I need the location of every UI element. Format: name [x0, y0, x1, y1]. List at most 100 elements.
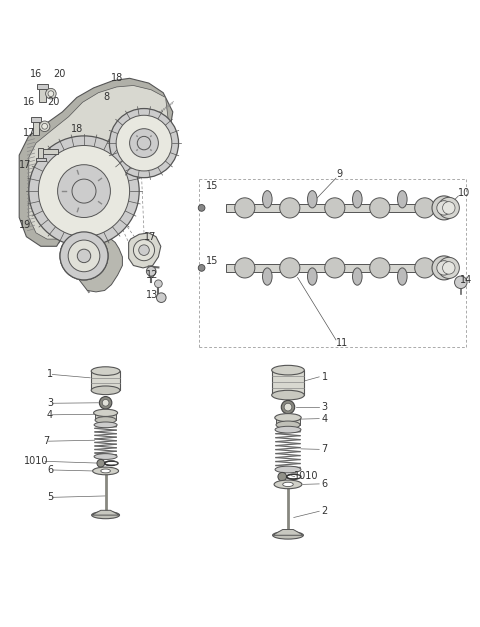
Circle shape — [325, 258, 345, 278]
Ellipse shape — [101, 469, 110, 473]
Ellipse shape — [263, 191, 272, 208]
Ellipse shape — [352, 191, 362, 208]
Circle shape — [370, 258, 390, 278]
Text: 15: 15 — [206, 181, 219, 191]
Text: 3: 3 — [322, 402, 328, 412]
Circle shape — [60, 232, 108, 280]
Polygon shape — [129, 233, 161, 268]
Ellipse shape — [274, 480, 302, 488]
Text: 17: 17 — [19, 160, 32, 170]
Circle shape — [48, 91, 54, 97]
Ellipse shape — [94, 422, 117, 428]
Bar — [38, 148, 43, 160]
Circle shape — [443, 261, 455, 274]
Text: 4: 4 — [47, 410, 53, 420]
Circle shape — [130, 129, 158, 157]
Circle shape — [280, 198, 300, 218]
Text: 10: 10 — [458, 189, 471, 199]
Circle shape — [38, 145, 130, 237]
Circle shape — [77, 249, 91, 263]
Circle shape — [370, 198, 390, 218]
Circle shape — [99, 396, 112, 409]
Ellipse shape — [275, 414, 301, 422]
Circle shape — [133, 240, 155, 261]
Circle shape — [432, 196, 456, 220]
Circle shape — [77, 249, 91, 263]
Circle shape — [281, 401, 295, 414]
Circle shape — [455, 276, 467, 288]
Ellipse shape — [272, 366, 304, 375]
Text: 14: 14 — [460, 275, 472, 285]
Ellipse shape — [94, 409, 118, 416]
Text: 1010: 1010 — [24, 456, 48, 466]
Text: 7: 7 — [43, 436, 49, 446]
Ellipse shape — [272, 390, 304, 400]
Text: 2: 2 — [322, 506, 328, 516]
Text: 8: 8 — [103, 93, 109, 102]
Text: 20: 20 — [47, 97, 60, 107]
Circle shape — [198, 265, 205, 271]
Bar — [37, 84, 48, 89]
Circle shape — [432, 256, 456, 280]
Ellipse shape — [275, 466, 301, 473]
Bar — [226, 263, 454, 272]
Circle shape — [155, 280, 162, 288]
Text: 1010: 1010 — [294, 471, 318, 481]
Circle shape — [60, 232, 108, 280]
Bar — [272, 370, 304, 395]
Circle shape — [42, 124, 48, 129]
Text: 6: 6 — [322, 479, 328, 489]
Circle shape — [280, 258, 300, 278]
Ellipse shape — [276, 421, 300, 429]
Circle shape — [137, 137, 151, 150]
Text: 4: 4 — [322, 414, 328, 424]
Text: 19: 19 — [19, 219, 32, 229]
Text: 9: 9 — [336, 169, 342, 179]
Circle shape — [156, 293, 166, 302]
Bar — [31, 117, 41, 122]
Ellipse shape — [283, 482, 293, 487]
Text: 13: 13 — [146, 290, 159, 300]
Circle shape — [437, 201, 451, 215]
Text: 1: 1 — [47, 369, 53, 379]
Circle shape — [139, 245, 149, 255]
Ellipse shape — [91, 367, 120, 376]
Text: 3: 3 — [47, 398, 53, 408]
Polygon shape — [92, 510, 120, 515]
Text: 7: 7 — [322, 445, 328, 455]
Ellipse shape — [308, 268, 317, 285]
Ellipse shape — [397, 191, 407, 208]
Circle shape — [146, 266, 156, 276]
Text: 1: 1 — [322, 372, 328, 382]
Polygon shape — [19, 78, 173, 246]
Text: 16: 16 — [30, 70, 43, 80]
Circle shape — [415, 198, 435, 218]
Ellipse shape — [352, 268, 362, 285]
Circle shape — [198, 204, 205, 211]
Ellipse shape — [263, 268, 272, 285]
Text: 12: 12 — [146, 270, 159, 280]
Circle shape — [235, 258, 255, 278]
Polygon shape — [61, 233, 122, 292]
Circle shape — [29, 136, 139, 246]
Ellipse shape — [93, 467, 119, 475]
Ellipse shape — [91, 386, 120, 394]
Circle shape — [102, 399, 109, 406]
Bar — [226, 204, 454, 212]
Circle shape — [97, 460, 105, 467]
Ellipse shape — [95, 417, 116, 423]
Text: 15: 15 — [206, 256, 219, 266]
Circle shape — [39, 121, 50, 132]
Circle shape — [415, 258, 435, 278]
Bar — [91, 371, 120, 390]
Bar — [276, 417, 300, 425]
Bar — [0, 354, 480, 554]
Text: 20: 20 — [53, 70, 65, 80]
Circle shape — [58, 165, 110, 218]
Bar — [33, 122, 39, 135]
Circle shape — [438, 198, 459, 218]
Text: 5: 5 — [47, 492, 53, 502]
Text: 18: 18 — [71, 124, 84, 134]
Circle shape — [116, 115, 172, 171]
Polygon shape — [29, 85, 169, 239]
